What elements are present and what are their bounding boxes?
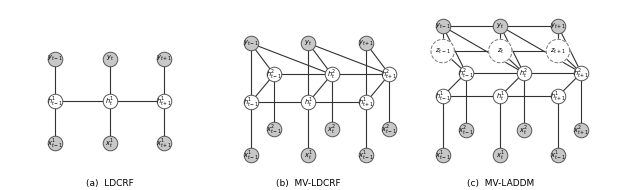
Text: (a)  LDCRF: (a) LDCRF: [86, 179, 134, 188]
Text: $y_{t+1}$: $y_{t+1}$: [156, 54, 173, 63]
Text: $h^1_{t+1}$: $h^1_{t+1}$: [358, 96, 374, 109]
Text: $y_{t-1}$: $y_{t-1}$: [47, 54, 63, 63]
Polygon shape: [547, 39, 570, 63]
Text: $x^2_t$: $x^2_t$: [327, 122, 336, 136]
Text: $h^1_{t+1}$: $h^1_{t+1}$: [550, 89, 566, 103]
Text: $h^2_t$: $h^2_t$: [519, 66, 528, 80]
Text: $y_t$: $y_t$: [496, 21, 504, 31]
Text: $x^2_{t+1}$: $x^2_{t+1}$: [573, 124, 589, 137]
Text: $h^2_{t-1}$: $h^2_{t-1}$: [458, 66, 474, 80]
Text: (c)  MV-LADDM: (c) MV-LADDM: [467, 179, 534, 188]
Text: $h^2_{t+1}$: $h^2_{t+1}$: [573, 66, 589, 80]
Polygon shape: [431, 39, 454, 63]
Text: $x^1_{t-1}$: $x^1_{t-1}$: [47, 136, 63, 150]
Text: $z_{t+1}$: $z_{t+1}$: [550, 46, 566, 56]
Polygon shape: [488, 39, 512, 63]
Text: $y_{t-1}$: $y_{t-1}$: [243, 39, 259, 48]
Text: $h^1_{t-1}$: $h^1_{t-1}$: [47, 94, 63, 108]
Text: $x^2_t$: $x^2_t$: [519, 124, 528, 137]
Text: $h^1_t$: $h^1_t$: [106, 94, 115, 108]
Text: $x^1_t$: $x^1_t$: [304, 149, 313, 162]
Text: $x^2_{t-1}$: $x^2_{t-1}$: [381, 122, 397, 136]
Text: $x^2_{t-1}$: $x^2_{t-1}$: [266, 122, 282, 136]
Text: $h^1_t$: $h^1_t$: [496, 89, 505, 103]
Text: $x^1_{t-1}$: $x^1_{t-1}$: [358, 149, 374, 162]
Text: $z_{t-1}$: $z_{t-1}$: [435, 46, 451, 56]
Text: $x^2_{t-1}$: $x^2_{t-1}$: [458, 124, 474, 137]
Text: $y_t$: $y_t$: [106, 54, 114, 63]
Text: $h^1_{t-1}$: $h^1_{t-1}$: [243, 96, 259, 109]
Text: $y_{t+1}$: $y_{t+1}$: [550, 21, 566, 31]
Text: $y_{t-1}$: $y_{t-1}$: [435, 21, 451, 31]
Text: $h^2_{t+1}$: $h^2_{t+1}$: [381, 68, 397, 81]
Text: $h^2_{t-1}$: $h^2_{t-1}$: [266, 68, 282, 81]
Text: $x^1_{t+1}$: $x^1_{t+1}$: [156, 136, 173, 150]
Text: $x^1_t$: $x^1_t$: [106, 136, 115, 150]
Text: $h^1_t$: $h^1_t$: [304, 96, 313, 109]
Text: $y_t$: $y_t$: [304, 39, 312, 48]
Text: $x^1_{t-1}$: $x^1_{t-1}$: [243, 149, 259, 162]
Text: $x^1_{t-1}$: $x^1_{t-1}$: [550, 149, 566, 162]
Text: $x^1_t$: $x^1_t$: [496, 149, 505, 162]
Text: $h^1_{t+1}$: $h^1_{t+1}$: [156, 94, 173, 108]
Text: $x^1_{t-1}$: $x^1_{t-1}$: [435, 149, 451, 162]
Text: $h^2_t$: $h^2_t$: [327, 68, 336, 81]
Text: $y_{t+1}$: $y_{t+1}$: [358, 39, 374, 48]
Text: $h^1_{t-1}$: $h^1_{t-1}$: [435, 89, 451, 103]
Text: (b)  MV-LDCRF: (b) MV-LDCRF: [276, 179, 340, 188]
Text: $z_t$: $z_t$: [497, 46, 504, 56]
